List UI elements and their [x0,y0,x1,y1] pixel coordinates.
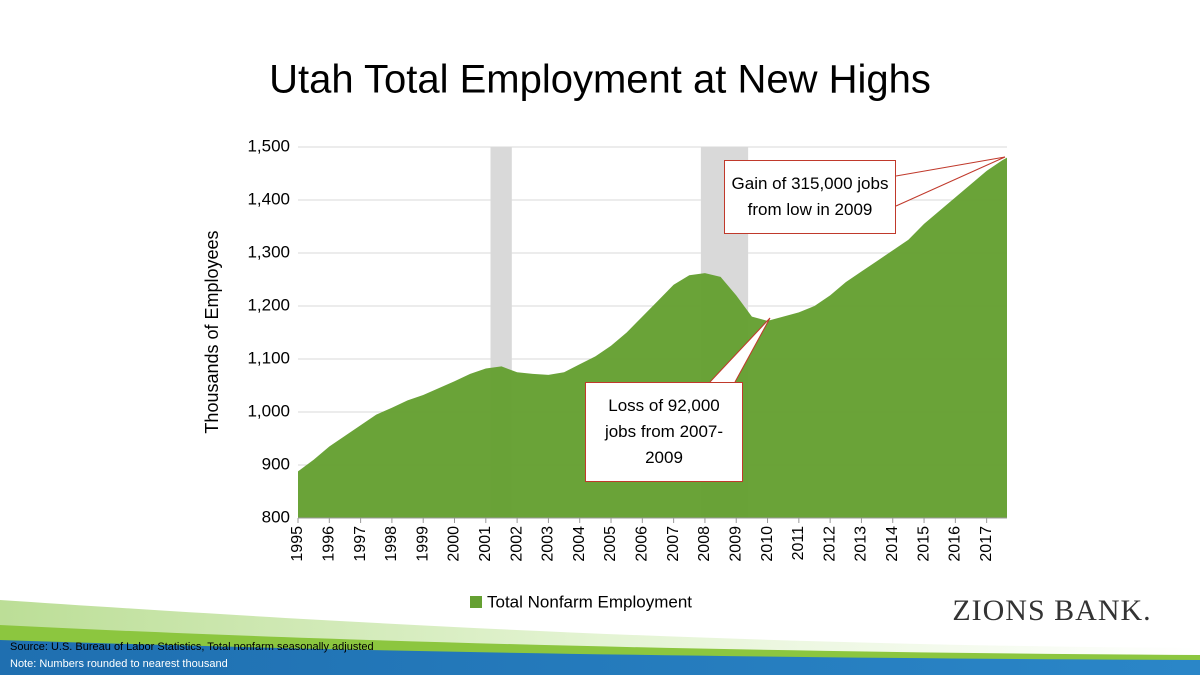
annotation-pointer [895,156,1006,207]
x-tick-label: 2015 [915,526,932,562]
annotation: Loss of 92,000 jobs from 2007-2009 [585,382,743,482]
area [298,157,1007,518]
rounding-note: Note: Numbers rounded to nearest thousan… [10,658,228,670]
x-tick-label: 2009 [727,526,744,562]
y-tick-label: 1,000 [247,401,290,420]
plot: 800 900 1,000 1,100 1,200 1,300 1,400 1,500 Tota… [247,136,1007,611]
source-note: Source: U.S. Bureau of Labor Statistics,… [10,641,374,653]
footer-decoration [0,600,1200,675]
x-tick-label: 1998 [383,526,400,562]
y-tick-label: 1,200 [247,295,290,314]
x-tick-label: 2003 [540,526,557,562]
x-tick-label: 2005 [602,526,619,562]
x-tick-label: 2014 [884,526,901,562]
x-tick-label: 2008 [696,526,713,562]
y-axis-label: Thousands of Employees [202,230,222,433]
x-tick-label: 2016 [947,526,964,562]
y-tick-label: 800 [262,507,290,526]
annotation: Gain of 315,000 jobs from low in 2009 [724,160,896,234]
y-tick-label: 1,100 [247,348,290,367]
x-tick-label: 1996 [321,526,338,562]
x-tick-label: 1997 [352,526,369,562]
x-tick-label: 2010 [759,526,776,562]
legend-label: Total Nonfarm Employment [487,592,692,611]
x-tick-label: 2013 [853,526,870,562]
x-tick-label: 2002 [508,526,525,562]
x-tick-label: 2004 [571,526,588,562]
annotation-pointer [709,317,771,383]
x-tick-label: 2012 [821,526,838,562]
x-tick-label: 2000 [446,526,463,562]
x-tick-label: 2001 [477,526,494,562]
y-tick-label: 1,500 [247,136,290,155]
x-tick-label: 2007 [665,526,682,562]
x-tick-label: 1999 [414,526,431,562]
logo: ZIONS BANK. [952,594,1151,627]
x-tick-label: 2011 [790,526,807,561]
legend-swatch [470,596,482,608]
x-tick-label: 2017 [978,526,995,562]
x-tick-label: 1995 [289,526,306,562]
y-tick-label: 900 [262,454,290,473]
y-tick-label: 1,400 [247,189,290,208]
chart-title: Utah Total Employment at New Highs [269,58,931,102]
x-tick-label: 2006 [634,526,651,562]
y-tick-label: 1,300 [247,242,290,261]
